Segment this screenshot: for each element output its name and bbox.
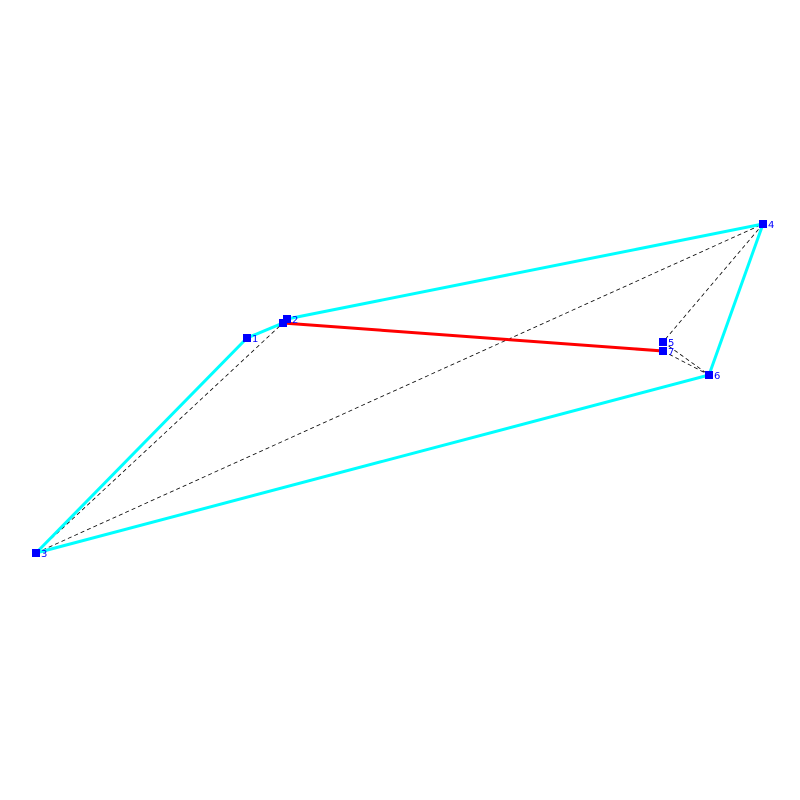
hull-edge [707, 223, 765, 376]
hull-edge [34, 336, 249, 555]
vertex-marker [243, 334, 251, 342]
vertex-marker [659, 347, 667, 355]
vertex-marker [32, 549, 40, 557]
dashed-edge [662, 350, 710, 376]
vertex-label: 6 [714, 371, 720, 382]
vertex-label: 4 [768, 220, 774, 231]
vertex-label: 5 [668, 338, 674, 349]
vertex-label: 2 [292, 315, 298, 326]
vertex-marker [705, 371, 713, 379]
vertex-label: 1 [252, 334, 258, 345]
dashed-edge [35, 322, 284, 554]
dashed-edge [662, 341, 710, 376]
vertex-marker [659, 338, 667, 346]
constraint-edge [282, 321, 664, 353]
hull-edge [35, 373, 710, 555]
vertex-marker [759, 220, 767, 228]
dashed-edge [662, 223, 764, 343]
vertex-marker [279, 319, 287, 327]
hull-edge [286, 222, 764, 321]
vertex-label: 7 [668, 347, 674, 358]
vertex-label: 3 [41, 549, 47, 560]
hull-edge [246, 321, 284, 340]
